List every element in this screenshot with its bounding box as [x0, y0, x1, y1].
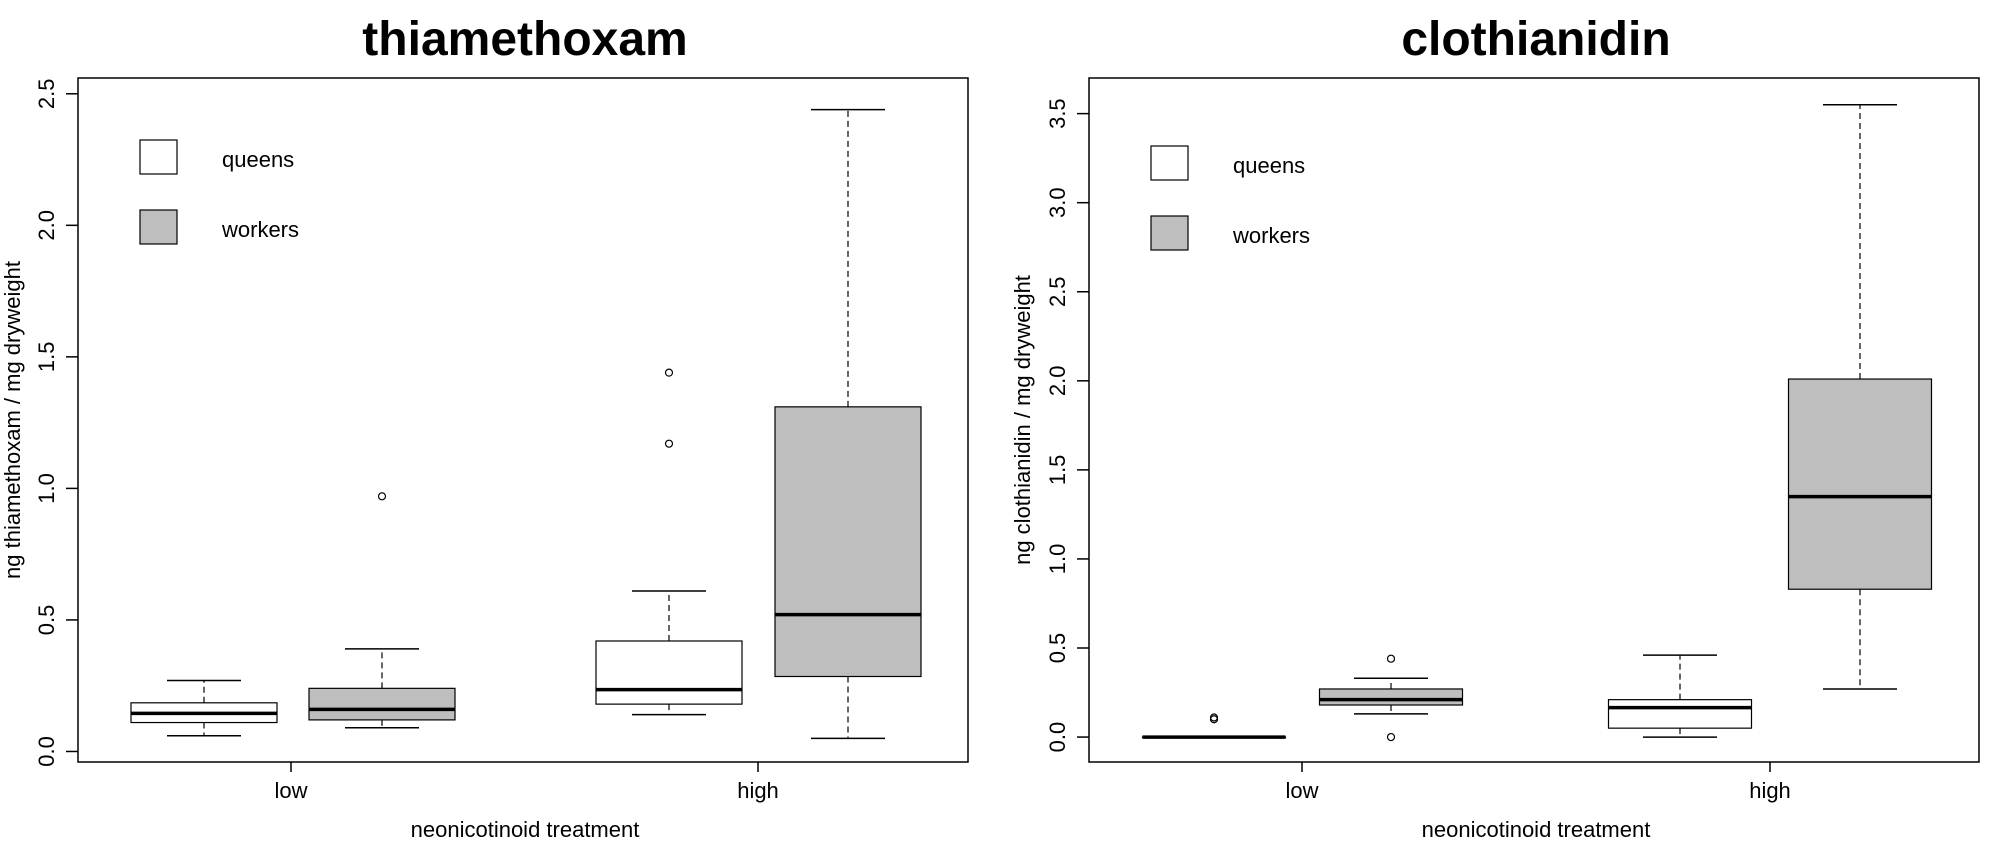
- outlier-point: [377, 492, 387, 501]
- y-tick-label: 3.5: [1045, 98, 1070, 129]
- y-tick-label: 3.0: [1045, 187, 1070, 218]
- iqr-box: [774, 406, 922, 678]
- legend-label-workers: workers: [221, 217, 299, 242]
- iqr-box: [1318, 688, 1464, 706]
- x-axis: low high: [1285, 762, 1791, 803]
- legend-label-workers: workers: [1232, 223, 1310, 248]
- y-tick-label: 1.0: [1045, 544, 1070, 575]
- panel-thiamethoxam: thiamethoxam ng thiamethoxam / mg drywei…: [0, 13, 969, 842]
- box-queens-high: [1607, 654, 1753, 738]
- x-axis-label: neonicotinoid treatment: [1422, 817, 1651, 842]
- y-tick-label: 1.5: [34, 342, 59, 373]
- y-tick-label: 0.5: [34, 605, 59, 636]
- plot-frame: [77, 77, 969, 763]
- panel-title: thiamethoxam: [362, 13, 687, 66]
- x-axis: low high: [274, 762, 779, 803]
- legend: queens workers: [1150, 145, 1310, 251]
- y-axis: 0.0 0.5 1.0 1.5 2.0 2.5 3.0 3.5: [1045, 98, 1089, 752]
- y-tick-label: 2.0: [1045, 366, 1070, 397]
- y-tick-label: 2.5: [34, 78, 59, 109]
- outlier-point: [1386, 732, 1396, 742]
- box-workers-high: [774, 108, 922, 740]
- x-axis-label: neonicotinoid treatment: [411, 817, 640, 842]
- box-queens-low: [130, 679, 278, 737]
- outlier-point: [1209, 713, 1219, 722]
- legend: queens workers: [139, 139, 299, 245]
- box-plots: [1141, 103, 1933, 742]
- y-tick-label: 0.0: [34, 736, 59, 767]
- outlier-point: [1386, 654, 1396, 663]
- outlier-point: [664, 439, 674, 448]
- box-queens-high: [595, 368, 743, 716]
- y-tick-label: 2.0: [34, 210, 59, 241]
- iqr-box: [308, 687, 456, 721]
- panel-clothianidin: clothianidin ng clothianidin / mg drywei…: [1010, 13, 1980, 842]
- legend-swatch-queens: [139, 139, 178, 175]
- outlier-point: [664, 368, 674, 377]
- y-tick-label: 0.0: [1045, 722, 1070, 753]
- legend-swatch-workers: [139, 209, 178, 245]
- y-tick-label: 1.0: [34, 473, 59, 504]
- y-axis-label: ng thiamethoxam / mg dryweight: [0, 261, 25, 579]
- box-plots: [130, 108, 922, 740]
- iqr-box: [595, 640, 743, 705]
- plot-frame: [1088, 77, 1980, 763]
- y-tick-label: 0.5: [1045, 633, 1070, 664]
- iqr-box: [1787, 378, 1933, 590]
- y-tick-label: 1.5: [1045, 455, 1070, 486]
- legend-label-queens: queens: [222, 147, 294, 172]
- box-workers-low: [308, 492, 456, 729]
- box-workers-high: [1787, 103, 1933, 690]
- y-axis: 0.0 0.5 1.0 1.5 2.0 2.5: [34, 78, 78, 767]
- x-tick-label: low: [1285, 778, 1318, 803]
- legend-swatch-workers: [1150, 215, 1189, 251]
- y-tick-label: 2.5: [1045, 276, 1070, 307]
- x-tick-label: high: [737, 778, 779, 803]
- x-tick-label: low: [274, 778, 307, 803]
- y-axis-label: ng clothianidin / mg dryweight: [1010, 275, 1035, 565]
- x-tick-label: high: [1749, 778, 1791, 803]
- box-queens-low: [1141, 713, 1287, 739]
- legend-label-queens: queens: [1233, 153, 1305, 178]
- panel-title: clothianidin: [1401, 13, 1670, 66]
- iqr-box: [1607, 699, 1753, 729]
- legend-swatch-queens: [1150, 145, 1189, 181]
- box-workers-low: [1318, 654, 1464, 742]
